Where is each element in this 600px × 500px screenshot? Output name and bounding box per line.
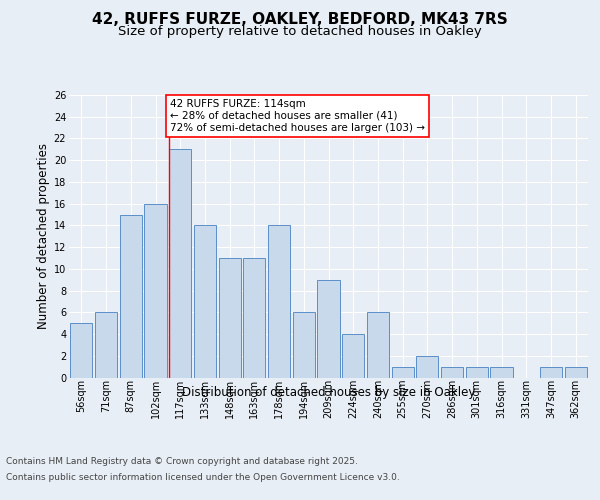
Bar [145,204,167,378]
Bar [342,334,364,378]
Text: Distribution of detached houses by size in Oakley: Distribution of detached houses by size … [182,386,475,399]
Bar [540,366,562,378]
Bar [466,366,488,378]
Bar [243,258,265,378]
Bar [565,366,587,378]
Text: 42, RUFFS FURZE, OAKLEY, BEDFORD, MK43 7RS: 42, RUFFS FURZE, OAKLEY, BEDFORD, MK43 7… [92,12,508,28]
Bar [95,312,117,378]
Bar [367,312,389,378]
Bar [392,366,414,378]
Text: Contains HM Land Registry data © Crown copyright and database right 2025.: Contains HM Land Registry data © Crown c… [6,458,358,466]
Bar [218,258,241,378]
Bar [119,214,142,378]
Text: Size of property relative to detached houses in Oakley: Size of property relative to detached ho… [118,25,482,38]
Bar [194,226,216,378]
Bar [268,226,290,378]
Bar [169,150,191,378]
Y-axis label: Number of detached properties: Number of detached properties [37,143,50,329]
Bar [441,366,463,378]
Bar [317,280,340,378]
Text: Contains public sector information licensed under the Open Government Licence v3: Contains public sector information licen… [6,472,400,482]
Bar [70,323,92,378]
Bar [490,366,512,378]
Bar [416,356,439,378]
Text: 42 RUFFS FURZE: 114sqm
← 28% of detached houses are smaller (41)
72% of semi-det: 42 RUFFS FURZE: 114sqm ← 28% of detached… [170,100,425,132]
Bar [293,312,315,378]
